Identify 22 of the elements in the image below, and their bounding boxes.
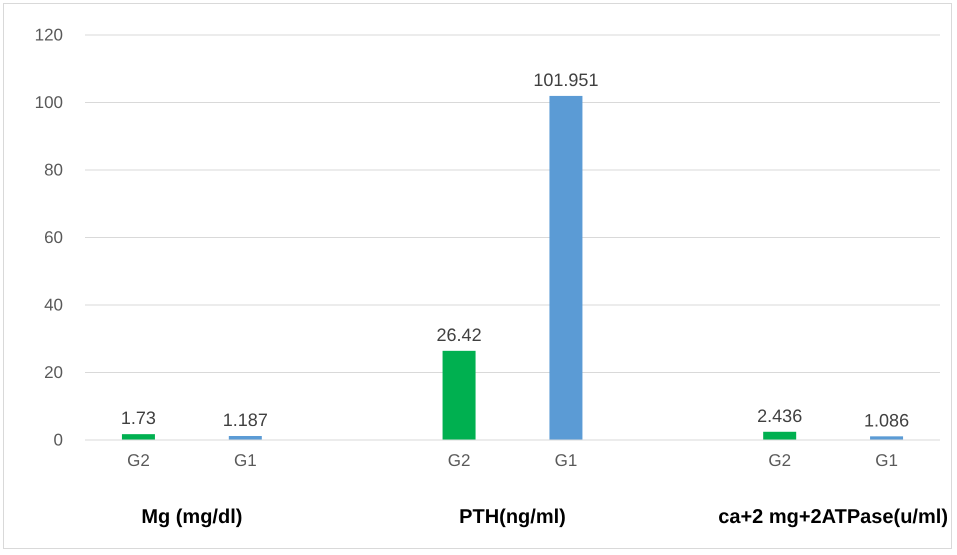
x-tick-label: G1 — [554, 451, 578, 470]
y-tick-label: 20 — [44, 362, 63, 382]
data-label: 2.436 — [757, 406, 802, 426]
x-tick-label: G1 — [234, 451, 257, 470]
x-tick-label: G2 — [127, 451, 150, 470]
y-tick-label: 0 — [54, 430, 63, 450]
data-label: 26.42 — [436, 324, 482, 345]
y-tick-label: 40 — [44, 295, 63, 314]
text: PTH(ng/ml) — [459, 506, 566, 528]
x-tick-label: G2 — [768, 451, 792, 470]
y-tick-label: 60 — [44, 228, 63, 247]
text: Mg (mg/dl) — [141, 506, 242, 528]
x-tick-label: G1 — [875, 451, 898, 470]
data-label: 1.086 — [864, 410, 910, 430]
y-tick-label: 100 — [34, 92, 63, 112]
data-label: 101.951 — [533, 70, 598, 90]
x-tick-label: G2 — [448, 451, 470, 470]
text: ca+2 mg+2ATPase(u/ml) — [718, 506, 948, 528]
data-label: 1.187 — [222, 410, 268, 430]
data-label: 1.73 — [120, 408, 156, 428]
y-tick-label: 120 — [34, 25, 63, 44]
y-tick-label: 80 — [44, 160, 63, 180]
